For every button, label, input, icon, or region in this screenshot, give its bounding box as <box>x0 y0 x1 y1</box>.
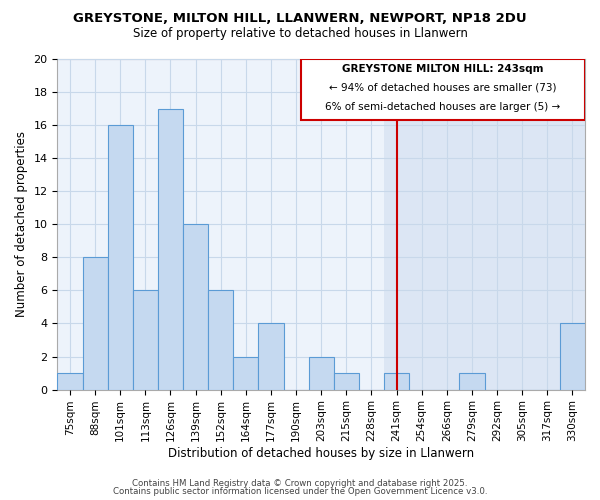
Bar <box>460 373 485 390</box>
Text: GREYSTONE MILTON HILL: 243sqm: GREYSTONE MILTON HILL: 243sqm <box>343 64 544 74</box>
Bar <box>384 373 409 390</box>
Text: Size of property relative to detached houses in Llanwern: Size of property relative to detached ho… <box>133 28 467 40</box>
Y-axis label: Number of detached properties: Number of detached properties <box>15 132 28 318</box>
Bar <box>384 59 585 390</box>
Bar <box>107 125 133 390</box>
FancyBboxPatch shape <box>301 59 585 120</box>
Text: Contains HM Land Registry data © Crown copyright and database right 2025.: Contains HM Land Registry data © Crown c… <box>132 478 468 488</box>
Bar <box>58 373 83 390</box>
Bar <box>259 324 284 390</box>
Bar <box>58 59 384 390</box>
Text: ← 94% of detached houses are smaller (73): ← 94% of detached houses are smaller (73… <box>329 83 557 93</box>
Bar <box>334 373 359 390</box>
X-axis label: Distribution of detached houses by size in Llanwern: Distribution of detached houses by size … <box>168 447 474 460</box>
Text: Contains public sector information licensed under the Open Government Licence v3: Contains public sector information licen… <box>113 487 487 496</box>
Bar <box>308 356 334 390</box>
Bar <box>158 108 183 390</box>
Bar <box>233 356 259 390</box>
Bar <box>83 258 107 390</box>
Bar <box>133 290 158 390</box>
Text: GREYSTONE, MILTON HILL, LLANWERN, NEWPORT, NP18 2DU: GREYSTONE, MILTON HILL, LLANWERN, NEWPOR… <box>73 12 527 26</box>
Text: 6% of semi-detached houses are larger (5) →: 6% of semi-detached houses are larger (5… <box>325 102 560 112</box>
Bar <box>208 290 233 390</box>
Bar <box>183 224 208 390</box>
Bar <box>560 324 585 390</box>
